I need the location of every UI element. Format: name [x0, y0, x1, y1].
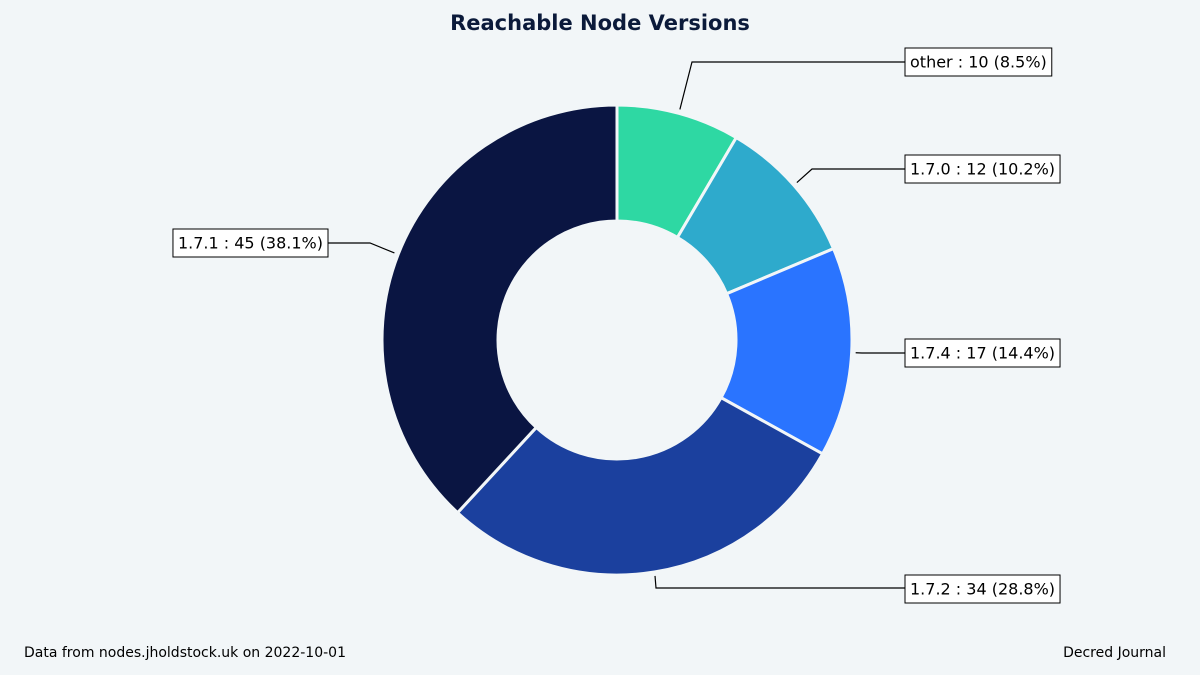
leader-line	[328, 242, 395, 254]
leader-line	[679, 61, 905, 110]
chart-labels: other : 10 (8.5%) 1.7.0 : 12 (10.2%) 1.7.4…	[172, 47, 1061, 604]
data-source-note: Data from nodes.jholdstock.uk on 2022-10…	[24, 645, 346, 661]
slice-label-box: other : 10 (8.5%)	[904, 47, 1053, 77]
leader-line	[796, 168, 905, 184]
slice-label: other : 10 (8.5%)	[910, 53, 1047, 72]
slice-label: 1.7.4 : 17 (14.4%)	[910, 344, 1055, 363]
leader-line	[654, 575, 905, 589]
slice-label-box: 1.7.2 : 34 (28.8%)	[904, 574, 1061, 604]
slice-1-7-2	[455, 395, 825, 577]
chart-title: Reachable Node Versions	[450, 11, 750, 35]
label-box	[904, 154, 1061, 184]
slice-label-box: 1.7.1 : 45 (38.1%)	[172, 228, 329, 258]
label-box	[172, 228, 329, 258]
brand-credit: Decred Journal	[1063, 645, 1166, 661]
label-box	[904, 338, 1061, 368]
slice-label: 1.7.0 : 12 (10.2%)	[910, 160, 1055, 179]
slice-label: 1.7.2 : 34 (28.8%)	[910, 580, 1055, 599]
label-box	[904, 574, 1061, 604]
slice-label: 1.7.1 : 45 (38.1%)	[178, 234, 323, 253]
chart-slices	[380, 103, 854, 577]
slice-1-7-4	[719, 246, 854, 456]
slice-label-box: 1.7.4 : 17 (14.4%)	[904, 338, 1061, 368]
slice-label-box: 1.7.0 : 12 (10.2%)	[904, 154, 1061, 184]
label-box	[904, 47, 1053, 77]
slice-1-7-1	[380, 103, 619, 515]
